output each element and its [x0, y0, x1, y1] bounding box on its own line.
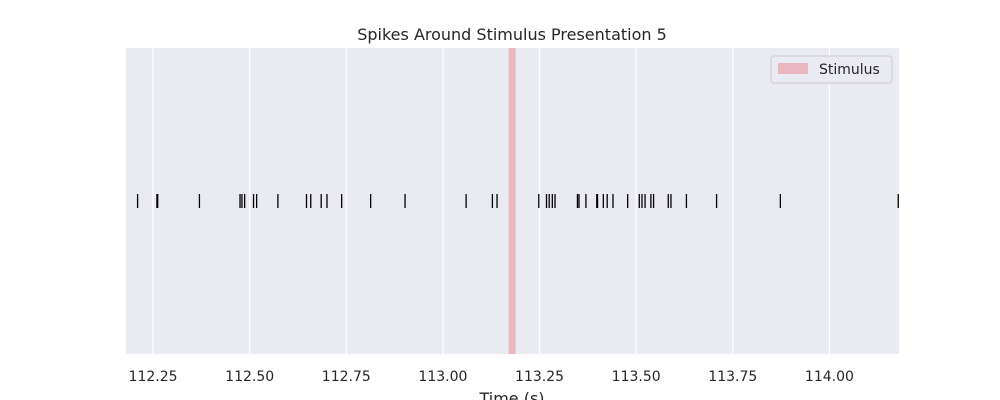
- x-tick-label: 113.50: [612, 369, 661, 385]
- spike-series: [136, 194, 899, 208]
- x-axis-label: Time (s): [478, 389, 544, 400]
- x-tick-label: 112.75: [322, 369, 371, 385]
- x-tick-label: 113.25: [515, 369, 564, 385]
- x-tick-label: 113.00: [418, 369, 467, 385]
- x-tick-label: 112.50: [225, 369, 274, 385]
- x-axis-ticks: 112.25 112.50 112.75 113.00 113.25 113.50 113.…: [129, 369, 854, 385]
- legend-label-stimulus: Stimulus: [819, 62, 880, 78]
- x-tick-label: 113.75: [708, 369, 757, 385]
- legend-box: [770, 55, 893, 84]
- x-tick-label: 114.00: [805, 369, 854, 385]
- legend-swatch-stimulus: [778, 63, 808, 74]
- stimulus-span: [508, 48, 516, 354]
- chart-title: Spikes Around Stimulus Presentation 5: [357, 25, 667, 44]
- grid-lines: [152, 48, 831, 354]
- legend: Stimulus: [770, 55, 893, 84]
- x-tick-label: 112.25: [129, 369, 178, 385]
